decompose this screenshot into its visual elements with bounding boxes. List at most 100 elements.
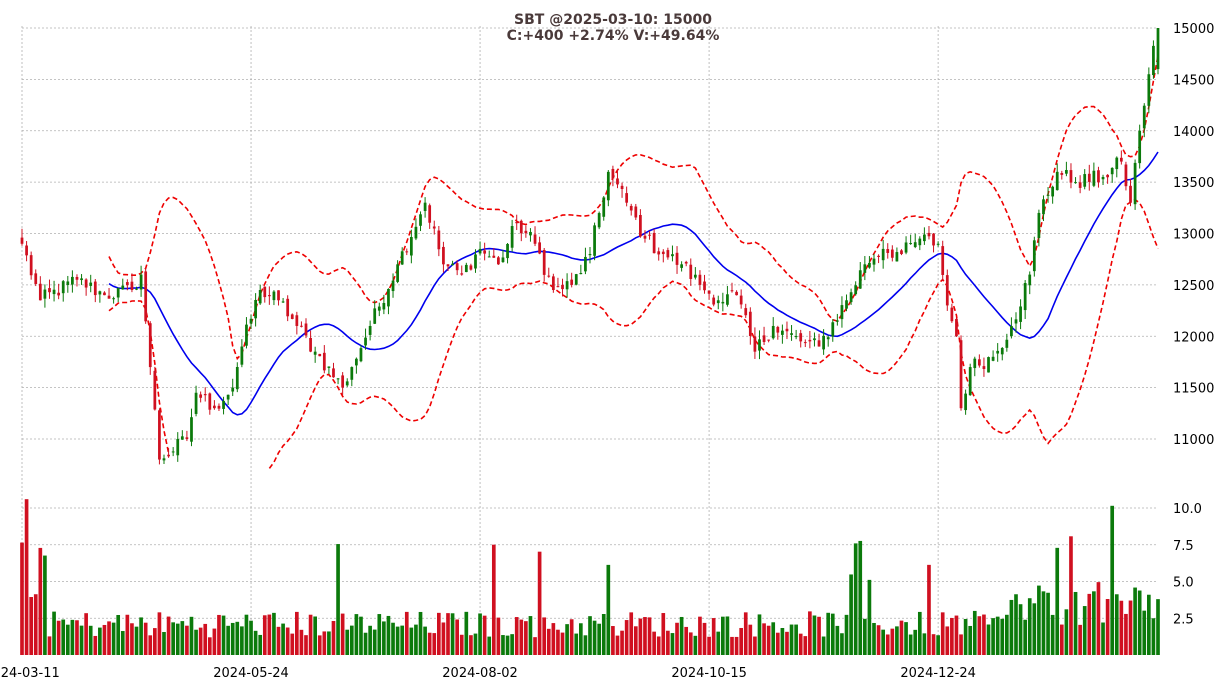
candle-body — [125, 282, 129, 286]
candle-body — [826, 337, 830, 340]
volume-bar — [743, 612, 748, 655]
candle-body — [872, 258, 876, 265]
volume-bar — [853, 543, 858, 655]
price-tick-label: 13000 — [1173, 228, 1214, 243]
volume-bar — [1000, 618, 1005, 655]
volume-bar — [203, 623, 208, 655]
candle-body — [391, 280, 395, 292]
candle-body — [629, 205, 633, 211]
candle-body — [762, 335, 766, 342]
candle-body — [977, 359, 981, 366]
volume-bar — [1137, 590, 1142, 655]
candle-body — [144, 271, 148, 322]
volume-bar — [249, 620, 253, 655]
volume-bar — [753, 636, 757, 655]
candle-body — [382, 302, 386, 310]
candle-body — [868, 262, 871, 268]
candle-body — [295, 315, 299, 326]
volume-bar — [579, 623, 583, 655]
candle-body — [446, 264, 450, 267]
candle-body — [835, 320, 839, 322]
candle-body — [1074, 182, 1077, 184]
candle-body — [245, 324, 248, 346]
volume-bar — [1046, 592, 1050, 655]
candle-body — [813, 338, 816, 341]
volume-bar — [304, 635, 308, 655]
volume-bar — [647, 617, 652, 655]
candle-body — [336, 378, 340, 380]
candle-body — [20, 237, 24, 244]
volume-bar — [734, 636, 739, 655]
candle-body — [25, 245, 28, 256]
x-tick-label: 2024-08-02 — [442, 666, 518, 681]
candle-body — [593, 225, 596, 256]
volume-bar — [780, 627, 785, 655]
candle-body — [574, 274, 578, 285]
candle-body — [790, 333, 793, 335]
candle-body — [584, 256, 587, 272]
volume-bar — [931, 634, 936, 655]
candle-body — [959, 340, 963, 409]
volume-bar — [432, 633, 437, 655]
candle-body — [112, 298, 115, 300]
volume-bar — [180, 621, 185, 655]
volume-bar — [872, 622, 876, 655]
volume-bar — [904, 622, 908, 655]
volume-bar — [840, 633, 844, 655]
volume-bar — [721, 616, 725, 655]
candle-body — [1083, 174, 1087, 187]
candle-body — [616, 178, 619, 185]
volume-bar — [519, 619, 524, 655]
volume-bar — [1147, 594, 1151, 655]
candle-body — [904, 242, 908, 253]
candle-body — [139, 274, 143, 290]
candle-body — [739, 295, 743, 305]
volume-bar — [372, 629, 377, 655]
candle-body — [620, 185, 624, 190]
candle-body — [368, 325, 372, 335]
candle-body — [414, 226, 418, 239]
volume-bar — [327, 631, 331, 655]
volume-bar — [331, 620, 336, 655]
candle-body — [1101, 176, 1105, 180]
candle-body — [135, 288, 138, 290]
volume-bar — [226, 625, 230, 655]
candle-body — [1106, 174, 1109, 178]
candle-body — [698, 274, 702, 285]
volume-bar — [817, 616, 821, 655]
candle-body — [556, 286, 560, 288]
candle-body — [405, 251, 409, 253]
volume-bar — [670, 633, 675, 655]
volume-bar — [240, 626, 244, 655]
candle-body — [217, 405, 221, 409]
candle-body — [1065, 170, 1068, 174]
volume-bar — [143, 622, 148, 655]
volume-bar — [29, 597, 33, 655]
volume-bar — [821, 636, 826, 655]
candle-body — [845, 300, 848, 309]
x-tick-label: 2024-03-11 — [0, 666, 60, 681]
volume-bar — [130, 623, 134, 655]
volume-bar — [285, 627, 290, 655]
candle-body — [103, 292, 106, 296]
candle-body — [781, 330, 784, 335]
candle-body — [254, 299, 257, 319]
candle-body — [263, 286, 267, 298]
volume-bar — [409, 627, 414, 655]
candle-body — [158, 410, 161, 460]
volume-tick-label: 5.0 — [1173, 576, 1194, 591]
volume-bar — [606, 564, 611, 655]
volume-bar — [1096, 582, 1101, 655]
x-tick-label: 2024-10-15 — [671, 666, 747, 681]
candle-body — [497, 257, 500, 265]
candle-body — [863, 264, 867, 273]
candle-body — [767, 339, 771, 341]
volume-bar — [244, 614, 249, 655]
volume-bar — [194, 629, 198, 655]
candle-body — [1142, 105, 1146, 129]
candle-body — [345, 381, 349, 386]
candle-body — [716, 300, 720, 304]
volume-bar — [221, 615, 226, 655]
volume-bar — [551, 623, 556, 655]
candle-body — [309, 337, 312, 352]
